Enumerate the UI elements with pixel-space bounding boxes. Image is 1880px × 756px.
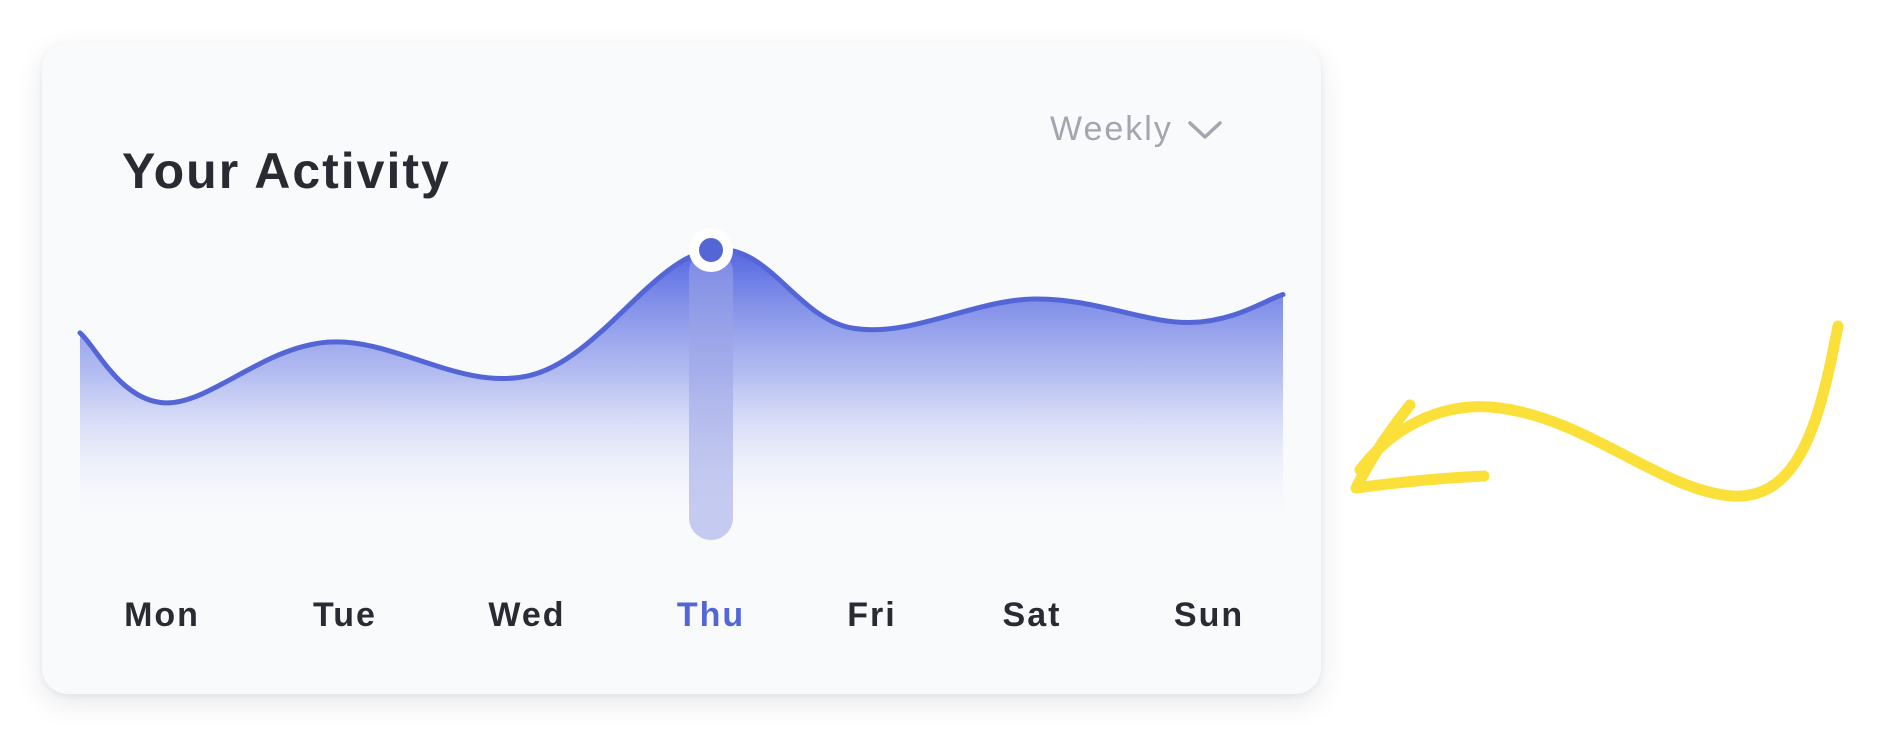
card-title: Your Activity bbox=[122, 143, 451, 199]
day-label-sun[interactable]: Sun bbox=[1174, 596, 1244, 634]
day-label-wed[interactable]: Wed bbox=[488, 596, 565, 634]
chevron-down-icon bbox=[1188, 120, 1222, 139]
period-dropdown-label: Weekly bbox=[1050, 110, 1173, 148]
area-fill bbox=[80, 249, 1283, 530]
day-label-tue[interactable]: Tue bbox=[313, 596, 377, 634]
day-label-fri[interactable]: Fri bbox=[847, 596, 896, 634]
day-label-thu[interactable]: Thu bbox=[677, 596, 745, 634]
highlight-point[interactable] bbox=[699, 238, 723, 262]
highlight-bar bbox=[689, 250, 733, 540]
day-label-mon[interactable]: Mon bbox=[124, 596, 200, 634]
period-dropdown[interactable]: Weekly bbox=[1050, 110, 1223, 149]
day-label-sat[interactable]: Sat bbox=[1003, 596, 1062, 634]
